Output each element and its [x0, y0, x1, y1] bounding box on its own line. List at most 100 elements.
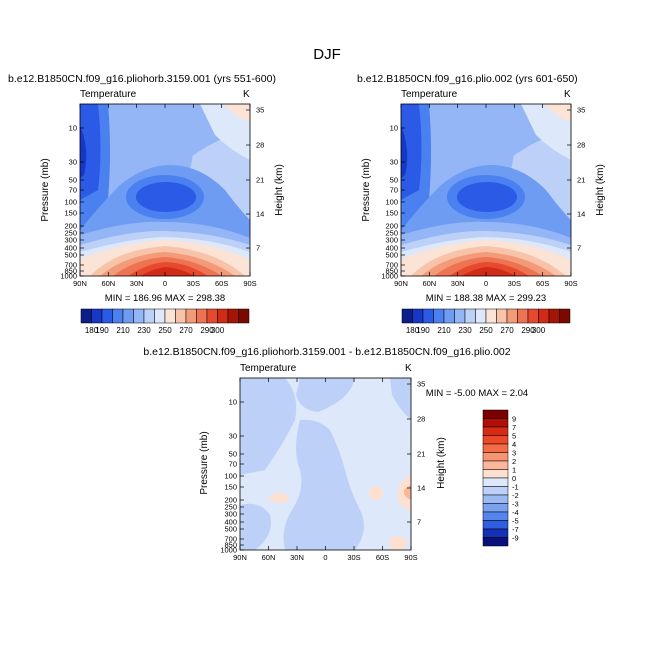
colorbar-label: -5 — [512, 517, 519, 526]
colorbar-swatch — [412, 308, 424, 324]
colorbar-swatch — [548, 308, 560, 324]
y-tick-right-label: 28 — [256, 141, 264, 150]
colorbar-swatch — [91, 308, 103, 324]
panel-bottom: b.e12.B1850CN.f09_g16.pliohorb.3159.001 … — [143, 346, 528, 562]
x-tick-label: 60N — [262, 553, 276, 562]
panel-bottom-title: b.e12.B1850CN.f09_g16.pliohorb.3159.001 … — [143, 346, 510, 358]
colorbar-label: 5 — [512, 432, 516, 441]
y-tick-label: 400 — [224, 518, 237, 527]
y-tick-label: 200 — [385, 222, 398, 231]
y-tick-label: 1000 — [60, 272, 77, 281]
colorbar-swatch — [538, 308, 550, 324]
y-tick-label: 300 — [64, 236, 77, 245]
colorbar-swatch — [482, 460, 509, 470]
x-tick-label: 60S — [376, 553, 389, 562]
colorbar-swatch — [101, 308, 113, 324]
colorbar-swatch — [482, 486, 509, 496]
y-tick-label: 30 — [69, 158, 77, 167]
panel-left-title: b.e12.B1850CN.f09_g16.pliohorb.3159.001 … — [8, 73, 276, 85]
p3-plus-4 — [389, 536, 407, 550]
colorbar-swatch — [143, 308, 155, 324]
colorbar-swatch — [464, 308, 476, 324]
colorbar-swatch — [559, 308, 571, 324]
p3-plus-1 — [269, 493, 289, 503]
colorbar-label: 180 — [85, 326, 99, 335]
colorbar-swatch — [482, 426, 509, 436]
x-tick-label: 90S — [564, 279, 577, 288]
y-tick-right-label: 7 — [577, 244, 581, 253]
y-tick-label: 150 — [64, 209, 77, 218]
colorbar-swatch — [482, 494, 509, 504]
x-tick-label: 0 — [323, 553, 327, 562]
colorbar-label: 2 — [512, 457, 516, 466]
panel-bottom-units: K — [405, 363, 412, 374]
x-tick-label: 0 — [484, 279, 488, 288]
colorbar-swatch — [422, 308, 434, 324]
p3-minus-left-upper — [240, 378, 297, 475]
y-tick-label: 50 — [69, 176, 77, 185]
y-tick-label: 300 — [385, 236, 398, 245]
panel-right-title: b.e12.B1850CN.f09_g16.plio.002 (yrs 601-… — [357, 73, 578, 85]
colorbar-swatch — [482, 528, 509, 538]
x-tick-label: 30N — [130, 279, 144, 288]
colorbar-swatch — [482, 520, 509, 530]
colorbar-swatch — [164, 308, 176, 324]
x-tick-label: 0 — [163, 279, 167, 288]
colorbar-label: 1 — [512, 466, 516, 475]
x-tick-label: 90S — [243, 279, 256, 288]
x-tick-label: 60S — [536, 279, 549, 288]
colorbar-swatch — [527, 308, 539, 324]
colorbar-label: 250 — [479, 326, 493, 335]
colorbar-label: 0 — [512, 474, 516, 483]
y-tick-label: 850 — [224, 541, 237, 550]
y-tick-right-label: 14 — [256, 210, 264, 219]
x-tick-label: 90N — [233, 553, 247, 562]
colorbar-swatch — [506, 308, 518, 324]
x-tick-label: 90N — [73, 279, 87, 288]
y-tick-label: 10 — [229, 398, 237, 407]
colorbar-label: 9 — [512, 415, 516, 424]
y-tick-label: 1000 — [220, 546, 237, 555]
p2-warm-6 — [461, 267, 516, 276]
colorbar-swatch — [175, 308, 187, 324]
x-tick-label: 30S — [347, 553, 360, 562]
colorbar-label: 190 — [95, 326, 109, 335]
p2-left-coldest — [401, 125, 408, 178]
y-tick-right-label: 21 — [256, 176, 264, 185]
colorbar-swatch — [401, 308, 413, 324]
y-tick-label: 200 — [64, 222, 77, 231]
colorbar-swatch — [475, 308, 487, 324]
colorbar-swatch — [227, 308, 239, 324]
y-tick-label: 200 — [224, 496, 237, 505]
p3-minus-top-mid — [296, 378, 355, 412]
colorbar-label: 210 — [437, 326, 451, 335]
y-tick-label: 850 — [385, 267, 398, 276]
p3-y-label: Pressure (mb) — [199, 431, 210, 494]
p2-y-label-right: Height (km) — [595, 164, 606, 216]
y-tick-label: 500 — [385, 251, 398, 260]
p3-y-label-right: Height (km) — [436, 437, 447, 489]
y-tick-label: 10 — [390, 124, 398, 133]
p2-y-label: Pressure (mb) — [361, 158, 372, 221]
colorbar-label: 4 — [512, 440, 516, 449]
y-tick-label: 250 — [385, 229, 398, 238]
colorbar-swatch — [433, 308, 445, 324]
colorbar-swatch — [482, 443, 509, 453]
colorbar-label: 7 — [512, 423, 516, 432]
colorbar-swatch — [482, 452, 509, 462]
colorbar-swatch — [485, 308, 497, 324]
y-tick-right-label: 35 — [417, 380, 425, 389]
colorbar-label: -1 — [512, 483, 519, 492]
p3-minus-right — [390, 378, 411, 420]
colorbar-swatch — [185, 308, 197, 324]
y-tick-label: 100 — [224, 472, 237, 481]
y-tick-label: 400 — [64, 244, 77, 253]
colorbar-label: 210 — [116, 326, 130, 335]
colorbar-label: 300 — [532, 326, 546, 335]
y-tick-label: 50 — [229, 450, 237, 459]
panel-right-variable: Temperature — [401, 89, 458, 100]
colorbar-label: -3 — [512, 500, 519, 509]
colorbar-swatch — [196, 308, 208, 324]
